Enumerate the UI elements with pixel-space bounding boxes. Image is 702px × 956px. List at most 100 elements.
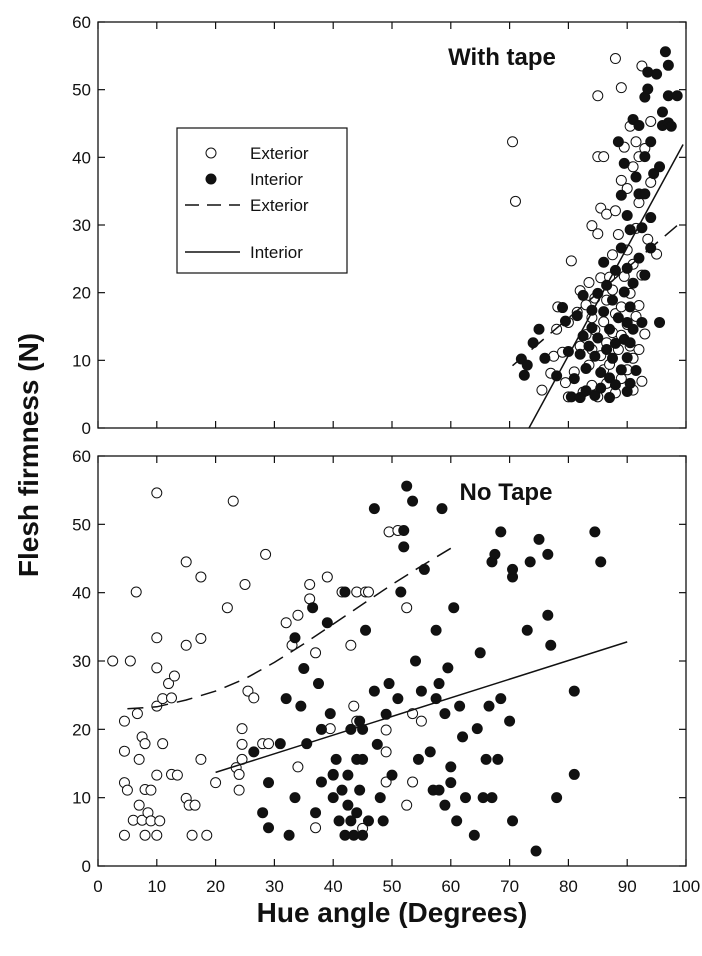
point-interior [330,753,342,765]
y-tick-label: 20 [72,720,91,739]
point-interior [639,269,651,281]
point-interior [607,294,618,306]
y-tick-label: 50 [72,81,91,100]
point-exterior [630,136,642,148]
point-interior [377,815,389,827]
point-exterior [407,776,419,788]
point-interior [615,364,627,376]
point-exterior [536,384,548,396]
point-exterior [509,195,521,207]
y-tick-label: 0 [82,857,91,876]
point-exterior [592,90,604,102]
point-interior [507,563,519,575]
point-exterior [612,228,624,240]
point-interior [392,693,404,705]
point-interior [630,171,642,183]
point-interior [474,647,486,659]
point-interior [274,738,286,750]
fit-line-interior [528,144,684,429]
point-interior [609,337,621,349]
point-interior [495,693,507,705]
point-interior [639,151,651,163]
point-interior [445,761,457,773]
point-exterior [151,829,163,841]
point-interior [645,136,657,148]
point-interior [460,792,471,804]
point-interior [630,364,642,376]
point-exterior [633,344,645,356]
point-exterior [345,639,357,651]
point-interior [580,385,592,397]
point-interior [662,59,674,71]
point-interior [483,700,495,712]
point-interior [442,662,454,674]
point-exterior [598,151,610,163]
point-exterior [236,723,248,735]
point-exterior [121,784,133,796]
point-exterior [171,769,183,781]
point-interior [398,541,410,553]
point-interior [601,344,613,356]
point-exterior [401,799,413,811]
y-tick-label: 0 [82,419,91,438]
y-tick-label: 50 [72,515,91,534]
point-interior [468,829,480,841]
point-exterior [151,487,163,499]
point-interior [533,323,545,335]
point-exterior [186,829,198,841]
point-exterior [189,799,201,811]
point-interior [457,731,469,743]
point-exterior [304,578,316,590]
point-interior [633,120,645,132]
y-tick-label: 40 [72,148,91,167]
point-interior [471,723,483,735]
point-interior [571,310,583,322]
point-exterior [133,753,145,765]
point-exterior [233,784,245,796]
point-exterior [380,746,392,758]
point-exterior [310,647,322,659]
point-exterior [118,829,130,841]
point-interior [315,776,327,788]
point-interior [636,316,648,328]
point-interior [671,90,683,102]
panel-title: With tape [448,44,556,71]
point-exterior [609,205,621,217]
point-exterior [401,602,413,614]
point-exterior [639,328,651,340]
point-interior [559,315,571,327]
legend: Exterior Interior Exterior Interior [176,127,348,274]
fit-line-interior [215,641,628,774]
point-interior [589,526,601,538]
legend-box [176,127,348,274]
point-interior [656,106,668,118]
point-interior [436,503,448,515]
x-tick-label: 40 [324,877,343,896]
point-interior [357,753,369,765]
point-interior [530,845,542,857]
point-exterior [415,715,427,727]
point-exterior [607,249,618,261]
x-tick-label: 80 [559,877,578,896]
fit-line-exterior [512,222,681,367]
point-interior [577,289,589,301]
point-interior [568,373,580,385]
point-interior [368,503,380,515]
point-interior [651,68,663,80]
point-interior [480,753,492,765]
point-interior [659,46,671,58]
panel-title: No Tape [460,479,553,506]
point-exterior [292,609,304,621]
point-interior [283,829,295,841]
point-exterior [118,715,130,727]
point-interior [339,586,351,598]
point-interior [624,337,636,349]
point-interior [574,348,586,360]
point-exterior [166,692,177,704]
point-interior [345,815,357,827]
point-interior [504,715,516,727]
fit-line-exterior [127,547,452,710]
y-tick-label: 40 [72,584,91,603]
point-interior [357,829,369,841]
